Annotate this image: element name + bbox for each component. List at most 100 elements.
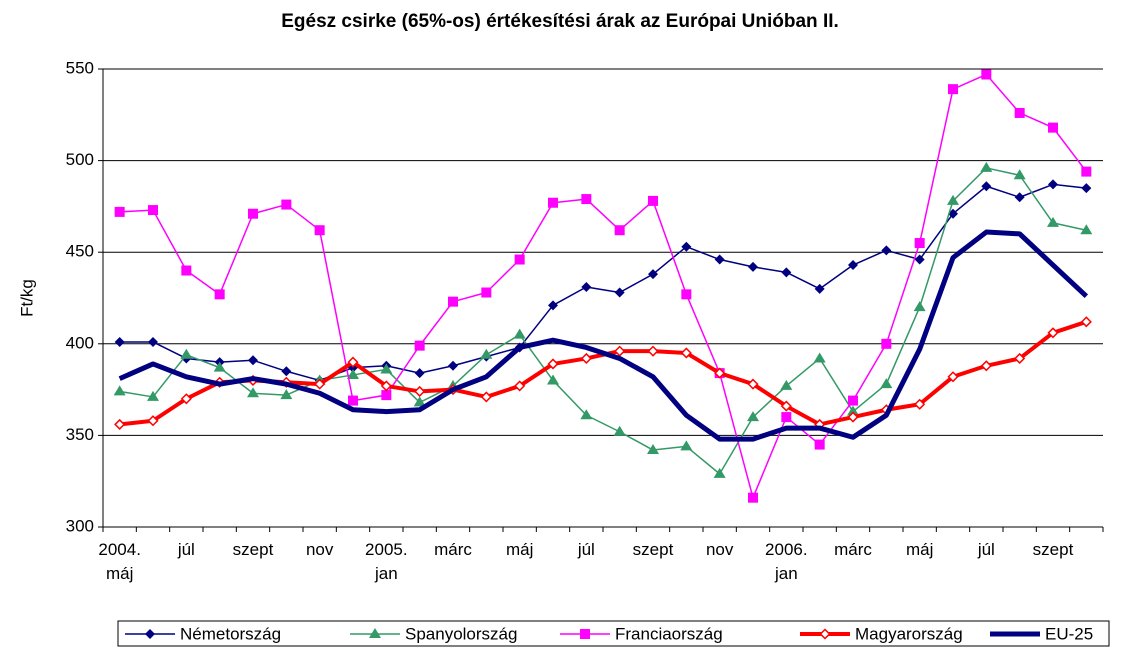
marker [214, 289, 225, 300]
chart-title: Egész csirke (65%-os) értékesítési árak … [281, 11, 839, 32]
marker [380, 380, 392, 392]
marker [781, 267, 792, 278]
marker [248, 208, 258, 219]
marker [347, 356, 359, 368]
marker [380, 363, 393, 374]
x-tick-label: júl [977, 540, 995, 559]
marker [413, 396, 426, 407]
marker [1014, 352, 1026, 365]
marker [847, 405, 859, 416]
x-tick-label: márc [834, 540, 872, 559]
marker [813, 352, 826, 363]
x-tick-label: márc [434, 540, 472, 559]
marker [647, 444, 659, 455]
legend-label: Magyarország [855, 624, 963, 643]
marker [145, 629, 155, 639]
marker [181, 265, 192, 276]
series-line [119, 167, 1087, 475]
marker [547, 358, 559, 370]
marker [1080, 316, 1092, 328]
marker [314, 378, 326, 390]
marker [147, 390, 159, 401]
marker [114, 336, 125, 347]
marker [647, 345, 659, 357]
marker [814, 283, 825, 294]
x-tick-label: nov [306, 540, 334, 559]
marker [348, 395, 358, 406]
legend: Németország Spanyolország Franciaország Mag… [117, 620, 1110, 647]
x-tick-label: 2005. jan [365, 540, 408, 583]
marker [513, 328, 526, 339]
marker [414, 385, 426, 397]
marker [1048, 179, 1058, 190]
marker [819, 628, 831, 640]
marker [748, 492, 758, 503]
marker [947, 371, 959, 383]
marker [247, 387, 259, 398]
marker [614, 225, 625, 236]
y-axis-label: Ft/kg [17, 279, 36, 317]
legend-label: EU-25 [1045, 624, 1093, 643]
marker [414, 368, 425, 379]
series-line [118, 229, 1089, 442]
x-tick-label: nov [706, 540, 734, 559]
marker [213, 361, 226, 372]
marker [747, 378, 759, 390]
marker [781, 412, 792, 423]
marker [981, 69, 992, 80]
marker [680, 347, 692, 359]
marker [480, 391, 492, 403]
marker [580, 409, 593, 420]
marker [880, 378, 893, 389]
marker [180, 348, 193, 359]
x-tick-label: szept [1033, 540, 1074, 559]
marker [914, 398, 926, 410]
y-tick-label: 300 [66, 516, 94, 535]
marker [580, 629, 590, 639]
x-tick-label: máj [506, 540, 533, 559]
marker [648, 195, 658, 206]
marker [1081, 166, 1092, 177]
marker [780, 400, 792, 412]
legend-box [117, 620, 1110, 647]
y-tick-label: 500 [66, 150, 94, 169]
marker [714, 254, 725, 265]
marker [547, 374, 559, 385]
marker [180, 393, 192, 405]
marker [580, 352, 592, 365]
marker [681, 289, 692, 300]
marker [114, 206, 125, 217]
y-tick-label: 400 [66, 333, 94, 352]
marker [881, 245, 892, 256]
marker [448, 296, 458, 307]
x-tick-label: 2004. máj [98, 540, 141, 583]
marker [714, 367, 726, 379]
marker [881, 338, 892, 349]
x-tick-label: júl [177, 540, 195, 559]
x-tick-label: 2006. jan [765, 540, 808, 583]
marker [314, 225, 325, 236]
series-line [119, 73, 1087, 499]
marker [1013, 169, 1026, 180]
marker [614, 345, 626, 357]
marker [1014, 192, 1025, 203]
marker [514, 254, 525, 265]
marker [114, 418, 126, 430]
marker [914, 254, 925, 265]
marker [847, 411, 859, 423]
marker [981, 181, 992, 192]
marker [914, 238, 925, 249]
marker [548, 300, 558, 311]
marker [613, 425, 626, 436]
series-line [119, 319, 1087, 427]
legend-label: Spanyolország [405, 624, 517, 643]
marker [113, 385, 126, 396]
marker [681, 241, 692, 252]
marker [448, 360, 458, 371]
marker [581, 194, 592, 205]
marker [1047, 327, 1059, 339]
y-tick-label: 450 [66, 242, 94, 261]
marker [414, 340, 425, 351]
marker [148, 336, 158, 347]
